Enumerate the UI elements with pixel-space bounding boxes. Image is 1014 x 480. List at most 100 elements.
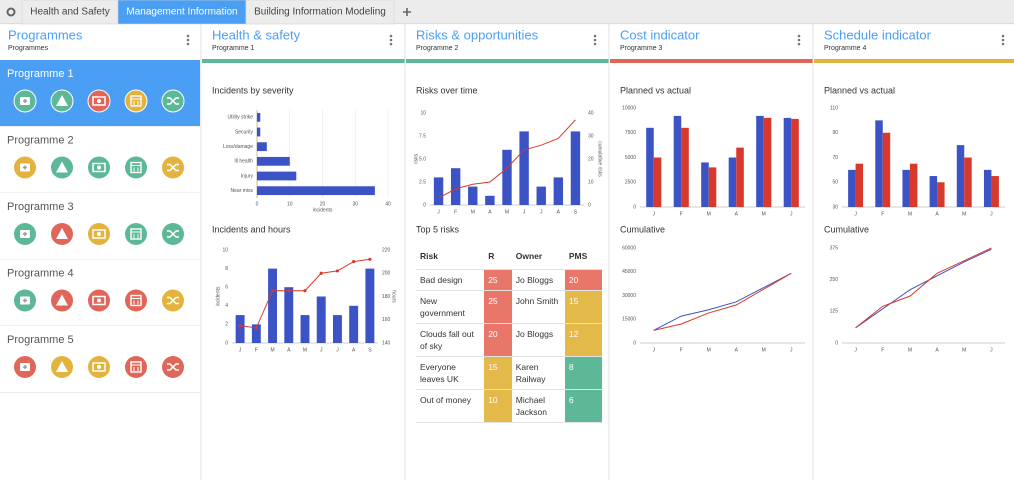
- icon-glyph: [23, 165, 27, 170]
- table-row: Out of money 10 Michael Jackson 6: [416, 389, 602, 423]
- column-header: PMS: [564, 244, 602, 270]
- x-tick-label: 10: [287, 201, 293, 207]
- x-tick-label: 30: [352, 201, 358, 207]
- bar: [855, 163, 864, 207]
- column-header: Risk: [416, 244, 485, 270]
- icon-glyph: [131, 98, 141, 105]
- y-tick-label: 0: [633, 204, 636, 210]
- y2-tick-label: 0: [588, 202, 591, 208]
- x-tick-label: M: [303, 347, 307, 353]
- status-icon: [125, 289, 147, 312]
- x-tick-label: M: [707, 211, 711, 217]
- point: [254, 326, 258, 330]
- tab[interactable]: [21, 0, 119, 25]
- bar: [433, 177, 444, 205]
- icon-glyph: [56, 95, 68, 106]
- bar: [956, 145, 965, 207]
- y-tick-label: 10000: [622, 105, 636, 111]
- icon-glyph: [92, 295, 106, 306]
- icon-glyph: [23, 298, 27, 303]
- y-tick-label: 4: [225, 303, 228, 309]
- y-tick-label: 8: [225, 266, 228, 272]
- x-tick-label: F: [454, 209, 457, 215]
- bar: [848, 169, 856, 207]
- score-cell: 25: [484, 269, 512, 291]
- point: [319, 271, 323, 275]
- chart-title: Planned vs actual: [620, 85, 691, 95]
- risk-table: Risk R Owner PMS Bad design 25 Jo Bloggs 20 New …: [416, 244, 602, 423]
- x-tick-label: J: [854, 211, 857, 217]
- x-tick-label: F: [680, 211, 683, 217]
- y-tick-label: 45000: [622, 269, 636, 275]
- menu-dot: [186, 38, 190, 42]
- menu-dot: [797, 42, 801, 46]
- tab[interactable]: [245, 0, 395, 25]
- programme-name: Programme 4: [7, 267, 74, 279]
- score-cell: 25: [484, 290, 512, 324]
- x-tick-label: A: [287, 347, 291, 353]
- y-tick-label: 0: [835, 340, 838, 346]
- icon-glyph: [92, 162, 106, 173]
- bar: [681, 127, 689, 207]
- y-tick-label: 0: [423, 202, 426, 208]
- tab-label: Management Information: [126, 7, 237, 18]
- x-tick-label: M: [908, 211, 912, 217]
- x-tick-label: S: [368, 347, 372, 353]
- x-tick-label: 20: [320, 201, 326, 207]
- menu-dot: [593, 34, 597, 38]
- bar: [909, 163, 918, 207]
- bar: [791, 118, 799, 207]
- panel-divider: [404, 24, 406, 480]
- bar: [875, 120, 883, 207]
- y-tick-label: Injury: [241, 173, 254, 179]
- x-tick-label: J: [320, 347, 323, 353]
- text-cell: John Smith: [511, 290, 565, 324]
- text-cell: Everyone leaves UK: [416, 356, 485, 390]
- bar: [964, 157, 972, 207]
- line: [855, 248, 992, 329]
- bar: [570, 131, 581, 205]
- x-tick-label: J: [790, 211, 793, 217]
- tab-label: Building Information Modeling: [254, 7, 386, 18]
- x-tick-label: A: [488, 209, 492, 215]
- bar: [468, 186, 478, 205]
- icon-glyph: [167, 230, 179, 238]
- bar: [332, 315, 342, 343]
- y-tick-label: Security: [235, 129, 254, 135]
- programme-name: Programme 2: [7, 134, 74, 146]
- y2-axis-label: cumulative risks: [597, 141, 603, 177]
- y-tick-label: 2: [225, 322, 228, 328]
- menu-dot: [593, 38, 597, 42]
- x-tick-label: F: [881, 347, 884, 353]
- x-tick-label: J: [990, 211, 993, 217]
- y-tick-label: 60000: [622, 245, 636, 251]
- bar: [257, 156, 290, 166]
- icon-glyph: [97, 232, 101, 236]
- icon-glyph: [167, 296, 179, 305]
- y-tick-label: 2500: [625, 180, 636, 186]
- chart-title: Cumulative: [824, 224, 869, 234]
- y-tick-label: 6: [225, 285, 228, 291]
- bar: [365, 268, 375, 343]
- y-tick-label: Near miss: [230, 188, 253, 194]
- add-tab-icon[interactable]: [403, 8, 411, 16]
- table-row: Bad design 25 Jo Bloggs 20: [416, 269, 602, 291]
- table-header-row: Risk R Owner PMS: [416, 244, 602, 270]
- icon-glyph: [130, 361, 142, 373]
- bar: [450, 168, 461, 205]
- point: [352, 260, 356, 264]
- bar: [519, 131, 529, 205]
- y-tick-label: 5000: [625, 155, 636, 161]
- sidebar-border: [200, 24, 202, 480]
- x-tick-label: M: [762, 347, 766, 353]
- table-row: New government 25 John Smith 15: [416, 290, 602, 324]
- programme-name: Programme 1: [7, 68, 74, 80]
- x-tick-label: J: [653, 211, 656, 217]
- y2-tick-label: 10: [588, 179, 594, 185]
- x-tick-label: M: [962, 347, 966, 353]
- icon-glyph: [56, 228, 68, 239]
- tab-label: Health and Safety: [30, 7, 110, 18]
- menu-dot: [797, 38, 801, 42]
- icon-glyph: [92, 229, 106, 239]
